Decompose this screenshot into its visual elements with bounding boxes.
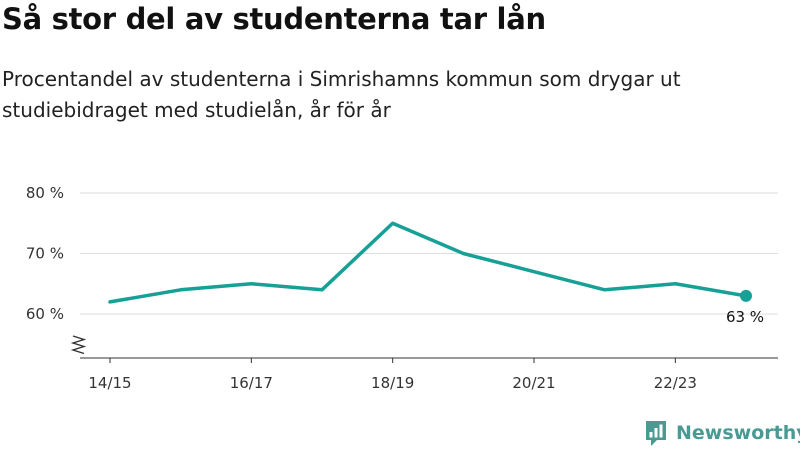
x-tick-label: 22/23 bbox=[654, 374, 697, 392]
x-tick-label: 20/21 bbox=[512, 374, 555, 392]
brand-name: Newsworthy bbox=[676, 422, 800, 444]
x-axis-tick-labels: 14/15 16/17 18/19 20/21 22/23 bbox=[88, 374, 697, 392]
last-point-label: 63 % bbox=[726, 308, 764, 326]
chart-subtitle: Procentandel av studenterna i Simrishamn… bbox=[2, 67, 681, 122]
x-tick-label: 18/19 bbox=[371, 374, 414, 392]
y-axis-break-icon bbox=[70, 335, 87, 355]
last-data-point bbox=[740, 289, 752, 302]
chart-title: Så stor del av studenterna tar lån bbox=[2, 2, 546, 36]
y-tick-label: 70 % bbox=[26, 245, 64, 263]
newsworthy-brand: Newsworthy bbox=[644, 418, 800, 448]
y-tick-label: 60 % bbox=[26, 305, 64, 323]
series-line bbox=[108, 221, 748, 304]
y-axis-tick-labels: 60 % 70 % 80 % bbox=[26, 184, 64, 323]
newsworthy-chart-logo-icon bbox=[646, 421, 666, 446]
x-tick-label: 16/17 bbox=[230, 374, 273, 392]
gridlines bbox=[80, 192, 778, 315]
x-axis-ticks bbox=[109, 358, 676, 363]
x-tick-label: 14/15 bbox=[88, 374, 131, 392]
y-tick-label: 80 % bbox=[26, 184, 64, 202]
